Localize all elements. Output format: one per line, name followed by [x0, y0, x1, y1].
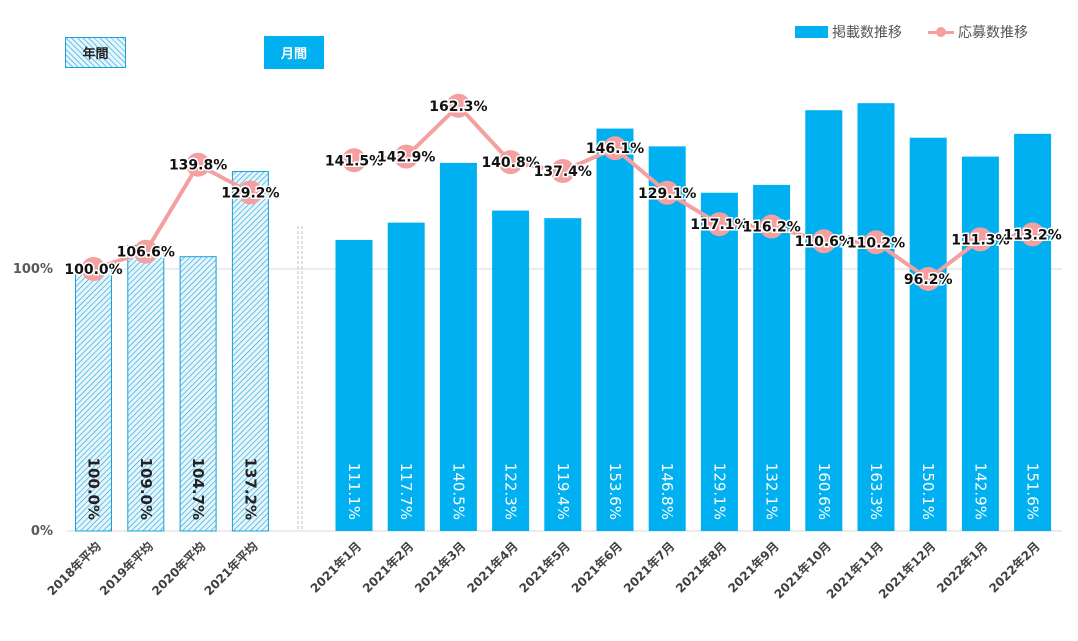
bar — [439, 162, 477, 531]
x-tick-label: 2018年平均 — [44, 539, 104, 599]
line-point — [498, 150, 523, 175]
bar — [961, 156, 999, 532]
x-tick-label: 2020年平均 — [149, 539, 209, 599]
bar — [596, 128, 634, 531]
line-point — [864, 230, 888, 255]
annual-toggle-button[interactable]: 年間 — [65, 37, 126, 68]
bar-value-label: 119.4% — [554, 463, 572, 520]
legend-item-bars: 掲載数推移 — [795, 22, 902, 42]
series-line — [92, 162, 252, 271]
bar — [1014, 133, 1052, 532]
line-point — [81, 257, 106, 281]
bar — [387, 222, 425, 531]
line-value-label: 106.6% — [117, 245, 175, 261]
line-value-label: 162.3% — [429, 99, 487, 115]
line-value-label: 139.8% — [169, 158, 227, 174]
line-point — [446, 93, 471, 118]
bar — [805, 110, 843, 531]
line-point — [968, 227, 993, 252]
bar-value-label: 117.7% — [397, 463, 415, 520]
bar — [335, 239, 373, 531]
y-tick-label: 0% — [31, 524, 53, 539]
bar — [753, 184, 791, 531]
line-value-label: 140.8% — [481, 155, 539, 171]
legend-bar-label: 掲載数推移 — [832, 25, 902, 41]
bar — [909, 137, 947, 531]
x-tick-label: 2022年2月 — [986, 539, 1043, 596]
bar — [179, 256, 217, 532]
line-value-label: 146.1% — [586, 141, 644, 157]
bar — [544, 218, 582, 531]
bar-value-label: 100.0% — [85, 458, 103, 520]
line-point — [238, 180, 263, 205]
legend-line-swatch — [928, 26, 954, 38]
legend-item-line: 応募数推移 — [928, 22, 1028, 42]
line-point — [133, 239, 158, 264]
x-tick-label: 2021年1月 — [307, 539, 364, 596]
bar-value-label: 151.6% — [1024, 463, 1042, 520]
x-tick-label: 2021年2月 — [359, 539, 416, 596]
line-value-label: 129.2% — [221, 185, 279, 201]
line-value-label: 100.0% — [64, 262, 122, 278]
bar-value-label: 109.0% — [137, 458, 155, 520]
bar — [700, 192, 738, 531]
line-point — [811, 229, 836, 254]
bar-value-label: 111.1% — [345, 463, 363, 520]
line-point — [550, 159, 575, 184]
bar — [648, 146, 686, 531]
bar — [75, 268, 112, 532]
bar-value-label: 132.1% — [763, 463, 781, 520]
line-point — [394, 144, 419, 169]
bar-value-label: 150.1% — [919, 463, 937, 520]
line-value-label: 113.2% — [1003, 227, 1061, 243]
x-tick-label: 2021年9月 — [725, 539, 782, 596]
x-tick-label: 2021年5月 — [516, 539, 573, 596]
bar-value-label: 160.6% — [815, 463, 833, 520]
line-value-label: 110.6% — [795, 234, 853, 250]
line-value-label: 141.5% — [325, 153, 383, 169]
line-value-label: 110.2% — [847, 235, 905, 251]
bar-value-label: 142.9% — [971, 463, 989, 520]
bar — [231, 171, 269, 532]
bar-value-label: 153.6% — [606, 463, 624, 520]
bar-value-label: 137.2% — [241, 458, 259, 520]
bar-value-label: 146.8% — [658, 463, 676, 520]
line-point — [916, 266, 941, 291]
x-tick-label: 2021年3月 — [411, 539, 468, 596]
line-point — [1020, 222, 1045, 247]
x-tick-label: 2019年平均 — [96, 539, 156, 599]
bar-value-label: 104.7% — [189, 458, 207, 520]
x-tick-label: 2021年7月 — [620, 539, 677, 596]
line-point — [759, 214, 784, 239]
bar — [857, 103, 895, 532]
bar-value-label: 140.5% — [449, 463, 467, 520]
x-tick-label: 2021年6月 — [568, 539, 625, 596]
line-value-label: 117.1% — [690, 217, 748, 233]
bar — [492, 210, 530, 531]
line-value-label: 96.2% — [904, 272, 953, 288]
x-tick-label: 2022年1月 — [933, 539, 990, 596]
bar-value-label: 122.3% — [502, 463, 520, 520]
line-value-label: 129.1% — [638, 186, 696, 202]
line-value-label: 116.2% — [742, 220, 800, 236]
line-point — [603, 136, 627, 161]
x-tick-label: 2021年4月 — [464, 539, 521, 596]
line-point — [186, 152, 211, 177]
line-point — [707, 212, 732, 237]
bar-value-label: 129.1% — [710, 463, 728, 520]
line-point — [342, 148, 366, 173]
x-tick-label: 2021年8月 — [672, 539, 729, 596]
line-point — [655, 180, 680, 205]
line-value-label: 137.4% — [534, 164, 592, 180]
legend-bar-swatch — [795, 26, 828, 38]
bar-value-label: 163.3% — [867, 463, 885, 520]
line-value-label: 142.9% — [377, 150, 435, 166]
y-tick-label: 100% — [13, 262, 53, 277]
monthly-toggle-button[interactable]: 月間 — [264, 36, 324, 69]
line-value-label: 111.3% — [951, 232, 1009, 248]
legend-line-label: 応募数推移 — [958, 25, 1028, 41]
x-tick-label: 2021年平均 — [201, 539, 261, 599]
bar — [127, 244, 165, 532]
